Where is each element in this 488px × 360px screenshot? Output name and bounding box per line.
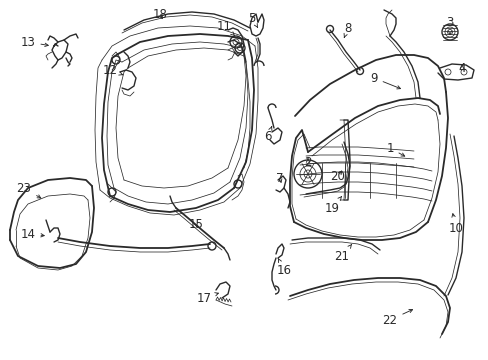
Text: 19: 19 bbox=[324, 197, 341, 215]
Text: 9: 9 bbox=[369, 72, 400, 89]
Text: 14: 14 bbox=[20, 228, 44, 240]
Text: 17: 17 bbox=[196, 292, 218, 305]
Text: 8: 8 bbox=[344, 22, 351, 37]
Text: 22: 22 bbox=[382, 310, 412, 327]
Text: 12: 12 bbox=[102, 63, 122, 77]
Text: 7: 7 bbox=[276, 171, 283, 184]
Text: 15: 15 bbox=[188, 217, 203, 230]
Text: 21: 21 bbox=[334, 244, 351, 262]
Text: 5: 5 bbox=[248, 12, 257, 27]
Text: 10: 10 bbox=[447, 214, 463, 234]
Text: 16: 16 bbox=[276, 258, 291, 276]
Text: 2: 2 bbox=[304, 156, 311, 168]
Text: 3: 3 bbox=[446, 15, 453, 35]
Text: 4: 4 bbox=[457, 62, 465, 75]
Text: 23: 23 bbox=[17, 181, 41, 198]
Text: 20: 20 bbox=[330, 170, 345, 183]
Text: 6: 6 bbox=[264, 127, 271, 143]
Text: 1: 1 bbox=[386, 141, 404, 156]
Text: 18: 18 bbox=[152, 8, 167, 21]
Text: 11: 11 bbox=[216, 19, 234, 36]
Text: 13: 13 bbox=[20, 36, 48, 49]
